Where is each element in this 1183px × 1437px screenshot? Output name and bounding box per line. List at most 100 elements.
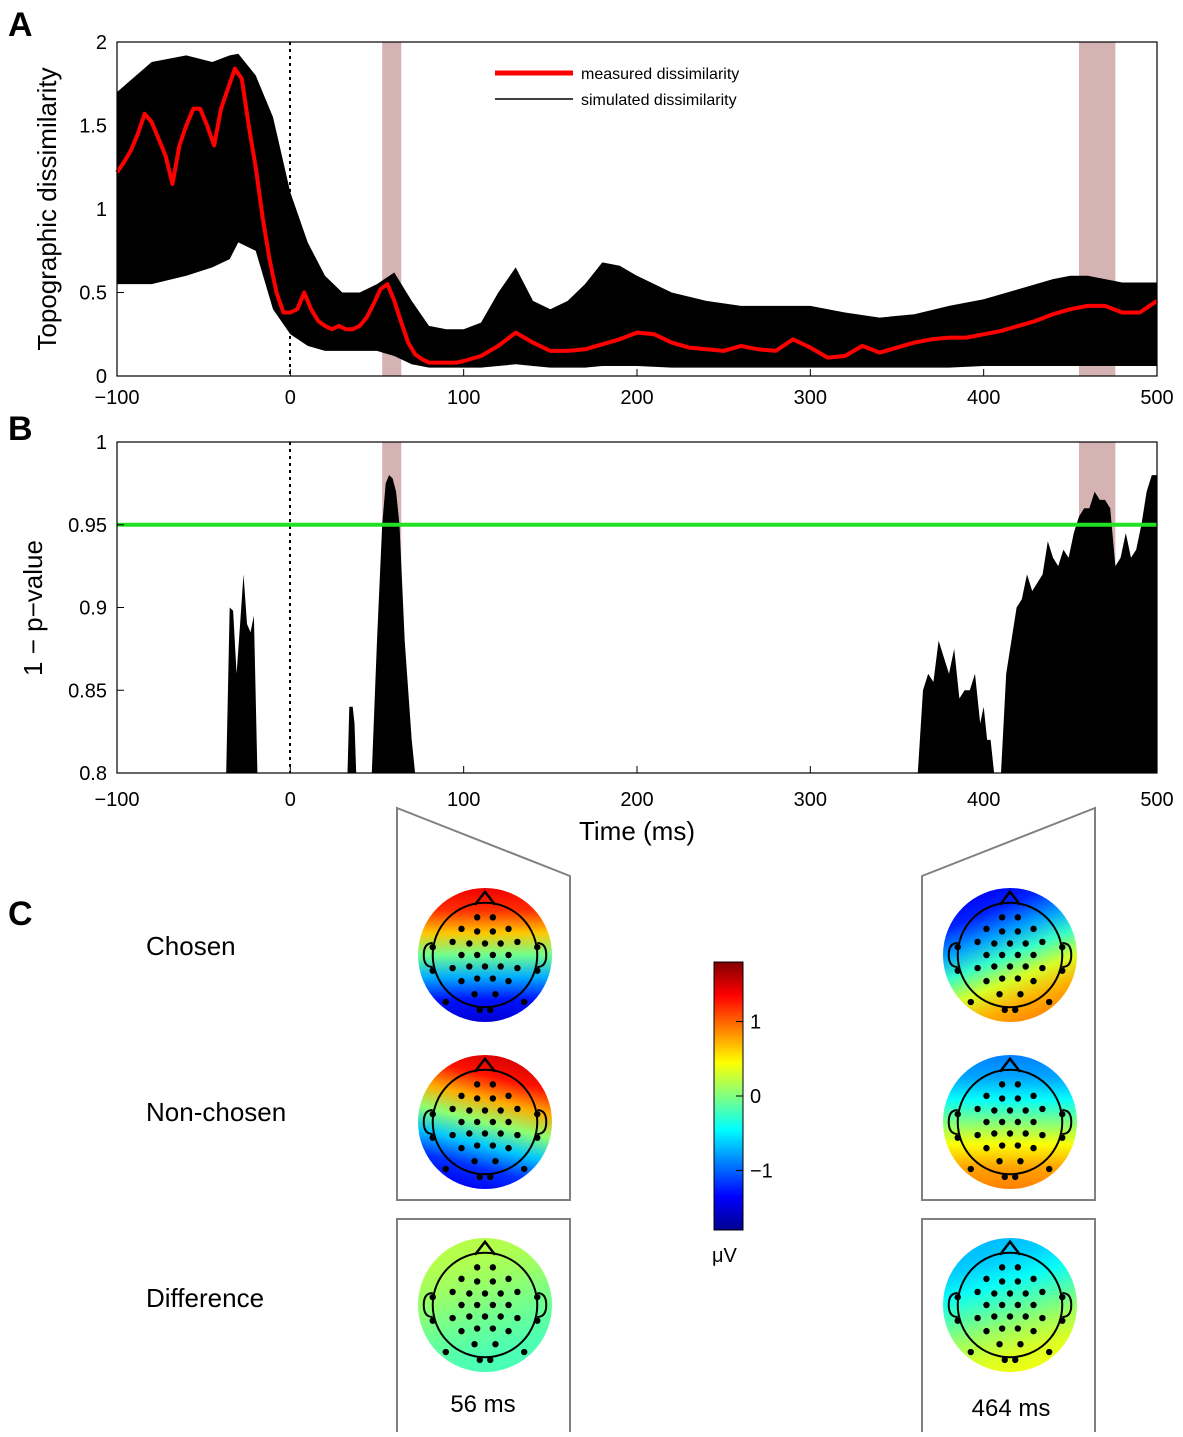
scalp-map bbox=[943, 1238, 1077, 1372]
electrode-dot bbox=[1017, 990, 1024, 998]
electrode-dot bbox=[442, 1348, 450, 1356]
electrode-dot bbox=[1014, 951, 1022, 959]
head-outline bbox=[956, 901, 1064, 1009]
colorbar-tick-label: 1 bbox=[750, 1012, 761, 1034]
panel-c-topomaps: Chosen Non-chosen Difference 56 ms 464 m… bbox=[146, 806, 1096, 1435]
topomap-chosen-56 bbox=[418, 888, 552, 1022]
electrode-dot bbox=[489, 1301, 497, 1309]
electrode-dot bbox=[473, 1278, 481, 1285]
electrode-dot bbox=[998, 914, 1006, 921]
electrode-dot bbox=[1030, 1092, 1037, 1100]
electrode-dot bbox=[466, 1107, 473, 1114]
electrode-dot bbox=[534, 1317, 541, 1324]
electrode-dot bbox=[473, 928, 481, 935]
y-axis-a-tick-label: 2 bbox=[96, 32, 107, 54]
zoom-frame-left bbox=[396, 806, 571, 1201]
electrode-dot bbox=[458, 1327, 465, 1335]
electrode-dot bbox=[998, 1301, 1006, 1309]
electrode-dot bbox=[983, 977, 990, 985]
electrode-dot bbox=[954, 1110, 961, 1118]
electrode-dot bbox=[489, 928, 497, 935]
electrode-dot bbox=[534, 943, 541, 951]
electrode-dot bbox=[1006, 1107, 1014, 1114]
colorbar-unit: μV bbox=[712, 1245, 738, 1267]
p-value-area-2 bbox=[371, 475, 416, 773]
electrode-dot bbox=[534, 1134, 541, 1141]
electrode-dot bbox=[1017, 1157, 1024, 1165]
electrode-dot bbox=[1014, 1081, 1022, 1088]
right-ear-icon bbox=[1062, 1109, 1073, 1135]
simulated-dissimilarity-band bbox=[117, 53, 1157, 368]
electrode-dot bbox=[983, 1301, 990, 1309]
electrode-dot bbox=[449, 1131, 456, 1139]
electrode-dot bbox=[473, 1325, 481, 1332]
electrode-dot bbox=[983, 1144, 990, 1152]
electrode-dot bbox=[442, 998, 450, 1006]
electrode-dot bbox=[1006, 1313, 1014, 1320]
electrode-dot bbox=[1045, 1165, 1053, 1173]
electrode-dot bbox=[1030, 977, 1037, 985]
plot-frame-b bbox=[116, 441, 1158, 774]
electrode-dot bbox=[991, 940, 998, 947]
electrode-dot bbox=[458, 1144, 465, 1152]
electrode-dot bbox=[505, 1301, 512, 1309]
electrode-dot bbox=[1014, 1118, 1022, 1126]
electrode-dot bbox=[429, 943, 436, 951]
electrode-dot bbox=[1014, 1095, 1022, 1102]
electrode-dot bbox=[996, 990, 1003, 998]
electrode-dot bbox=[473, 1142, 481, 1149]
electrode-dot bbox=[505, 977, 512, 985]
x-axis-a-tick-label: 300 bbox=[794, 387, 827, 409]
electrode-dot bbox=[505, 1327, 512, 1335]
electrode-dot bbox=[998, 975, 1006, 982]
panel-letter-a: A bbox=[8, 6, 33, 44]
electrode-dot bbox=[1001, 1006, 1008, 1014]
electrode-dot bbox=[1001, 1173, 1008, 1181]
scalp-map bbox=[418, 1238, 552, 1372]
electrode-dot bbox=[473, 951, 481, 959]
x-axis-b-tick-label: 400 bbox=[967, 789, 1000, 811]
electrode-dot bbox=[991, 1313, 998, 1320]
legend-a: measured dissimilarity simulated dissimi… bbox=[495, 66, 739, 109]
electrode-dot bbox=[974, 938, 981, 946]
right-ear-icon bbox=[1062, 1292, 1073, 1318]
scalp-map bbox=[418, 888, 552, 1022]
electrode-dot bbox=[983, 1092, 990, 1100]
electrode-dot bbox=[967, 998, 975, 1006]
nose-icon bbox=[474, 1056, 496, 1073]
electrode-dot bbox=[497, 963, 504, 970]
electrode-dot bbox=[458, 1275, 465, 1283]
electrode-dot bbox=[998, 1118, 1006, 1126]
nose-icon bbox=[999, 1056, 1021, 1073]
electrode-dot bbox=[967, 1348, 975, 1356]
electrode-dot bbox=[983, 1118, 990, 1126]
colorbar-tick-label: −1 bbox=[750, 1160, 773, 1182]
electrode-dot bbox=[458, 977, 465, 985]
electrode-dot bbox=[489, 1095, 497, 1102]
p-value-area-3 bbox=[917, 640, 995, 773]
right-ear-icon bbox=[1062, 942, 1073, 968]
left-ear-icon bbox=[947, 1292, 958, 1318]
electrode-dot bbox=[449, 1314, 456, 1322]
topomap-chosen-464 bbox=[943, 888, 1077, 1022]
electrode-dot bbox=[534, 1110, 541, 1118]
electrode-dot bbox=[1006, 1130, 1014, 1137]
electrode-dot bbox=[1014, 1278, 1022, 1285]
electrode-dot bbox=[492, 1340, 499, 1348]
electrode-dot bbox=[449, 1288, 456, 1296]
topomap-nonchosen-56 bbox=[418, 1055, 552, 1189]
electrode-dot bbox=[1022, 1107, 1029, 1114]
left-ear-icon bbox=[947, 1109, 958, 1135]
electrode-dot bbox=[1059, 1110, 1066, 1118]
electrode-dot bbox=[974, 1288, 981, 1296]
electrode-dot bbox=[954, 1293, 961, 1301]
head-outline bbox=[956, 1068, 1064, 1176]
electrode-dot bbox=[1006, 940, 1014, 947]
electrode-dot bbox=[520, 998, 528, 1006]
electrode-dot bbox=[487, 1173, 494, 1181]
x-axis-a-tick-label: 0 bbox=[285, 387, 296, 409]
electrode-dot bbox=[974, 1314, 981, 1322]
electrode-dot bbox=[514, 1314, 521, 1322]
electrode-dot bbox=[505, 1092, 512, 1100]
electrode-dot bbox=[481, 1290, 489, 1297]
